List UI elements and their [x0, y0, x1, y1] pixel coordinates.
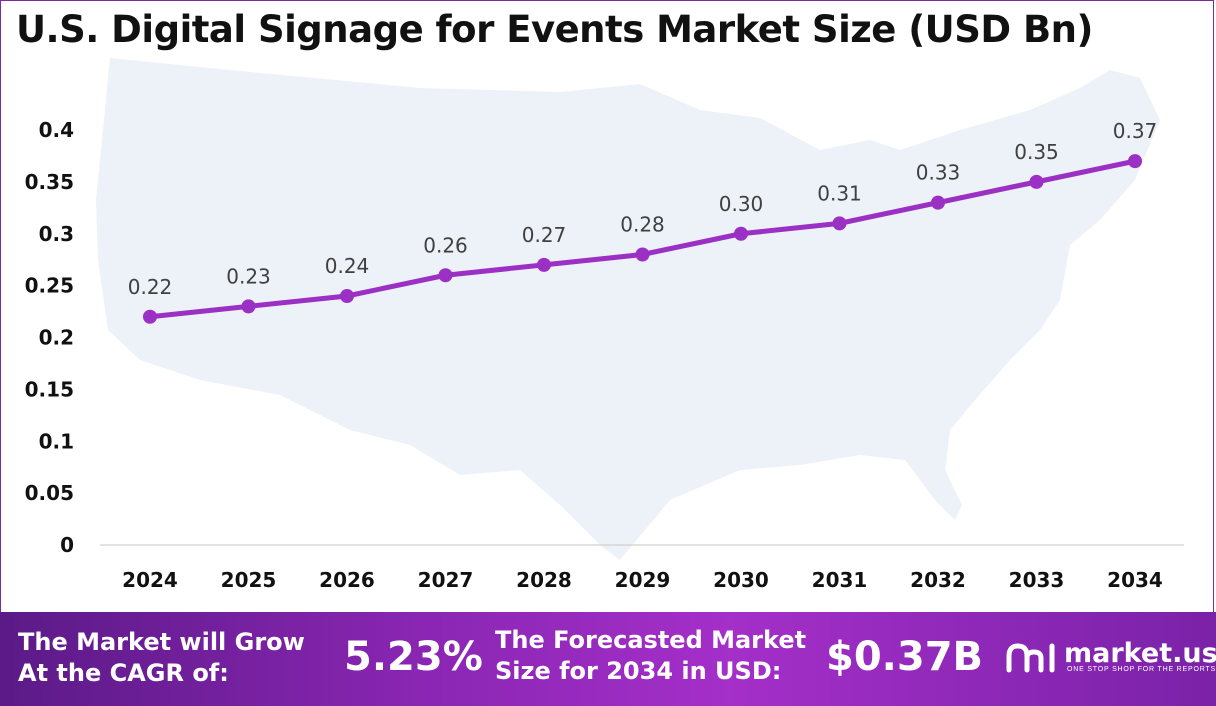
forecast-label-line2: Size for 2034 in USD:: [495, 657, 782, 685]
chart-title: U.S. Digital Signage for Events Market S…: [16, 8, 1093, 51]
data-label: 0.33: [916, 161, 961, 185]
y-tick-label: 0.1: [39, 429, 74, 453]
data-point: [537, 257, 551, 272]
forecast-label: The Forecasted Market Size for 2034 in U…: [495, 625, 806, 687]
y-tick-label: 0: [60, 533, 74, 557]
y-tick-label: 0.25: [25, 274, 74, 298]
x-axis: 2024 2025 2026 2027 2028 2029 2030 2031 2032 2033…: [122, 568, 1163, 592]
data-points: [143, 154, 1142, 324]
data-point: [438, 268, 453, 283]
x-tick-label: 2029: [615, 568, 671, 592]
data-point: [635, 247, 650, 262]
cagr-label: The Market will Grow At the CAGR of:: [18, 627, 305, 689]
forecast-value: $0.37B: [826, 634, 984, 680]
data-label: 0.22: [128, 275, 173, 299]
x-tick-label: 2031: [812, 568, 868, 592]
x-tick-label: 2033: [1009, 568, 1065, 592]
y-tick-label: 0.2: [39, 326, 74, 350]
x-tick-label: 2032: [910, 568, 966, 592]
brand-tagline: ONE STOP SHOP FOR THE REPORTS: [1067, 666, 1216, 673]
data-point: [734, 226, 748, 241]
x-tick-label: 2026: [319, 568, 375, 592]
data-label: 0.35: [1014, 140, 1059, 164]
forecast-label-line1: The Forecasted Market: [495, 626, 807, 654]
data-point: [1128, 154, 1142, 169]
x-tick-label: 2030: [713, 568, 769, 592]
data-label: 0.27: [522, 223, 567, 247]
data-label: 0.23: [226, 264, 271, 288]
x-tick-label: 2034: [1107, 568, 1163, 592]
data-label: 0.24: [325, 254, 370, 278]
data-label: 0.28: [620, 213, 665, 237]
cagr-value: 5.23%: [344, 634, 483, 680]
brand-name: market.us: [1064, 638, 1216, 669]
y-tick-label: 0.4: [39, 118, 74, 142]
y-tick-label: 0.15: [25, 377, 74, 401]
x-tick-label: 2028: [516, 568, 572, 592]
x-tick-label: 2025: [221, 568, 277, 592]
cagr-label-line1: The Market will Grow: [18, 628, 305, 656]
data-point: [340, 289, 354, 303]
market-us-logo-icon: [1006, 643, 1055, 673]
line-chart: 00.050.10.150.20.250.30.350.4 2024 2025 20…: [25, 58, 1184, 592]
data-point: [143, 309, 157, 324]
data-label: 0.26: [423, 233, 468, 257]
y-axis: 0 0.05 0.1 0.15 0.2 0.25 0.3 0.35 0.4: [25, 118, 74, 557]
y-tick-label: 0.35: [25, 170, 74, 194]
x-tick-label: 2027: [418, 568, 474, 592]
data-label: 0.30: [719, 192, 764, 216]
footer-banner: [0, 612, 1216, 706]
y-tick-label: 0.3: [39, 222, 74, 246]
data-point: [832, 216, 847, 231]
data-point: [931, 195, 945, 210]
y-tick-label: 0.05: [25, 481, 74, 505]
us-map-watermark: [96, 58, 1160, 560]
x-tick-label: 2024: [122, 568, 178, 592]
data-labels: 0.22 0.23 0.24 0.26 0.27 0.28 0.30 0.31 0.33 0.35…: [128, 119, 1158, 299]
data-point: [241, 299, 256, 314]
data-label: 0.37: [1113, 119, 1158, 143]
data-label: 0.31: [817, 181, 862, 205]
data-point: [1029, 174, 1044, 189]
cagr-label-line2: At the CAGR of:: [18, 659, 229, 687]
